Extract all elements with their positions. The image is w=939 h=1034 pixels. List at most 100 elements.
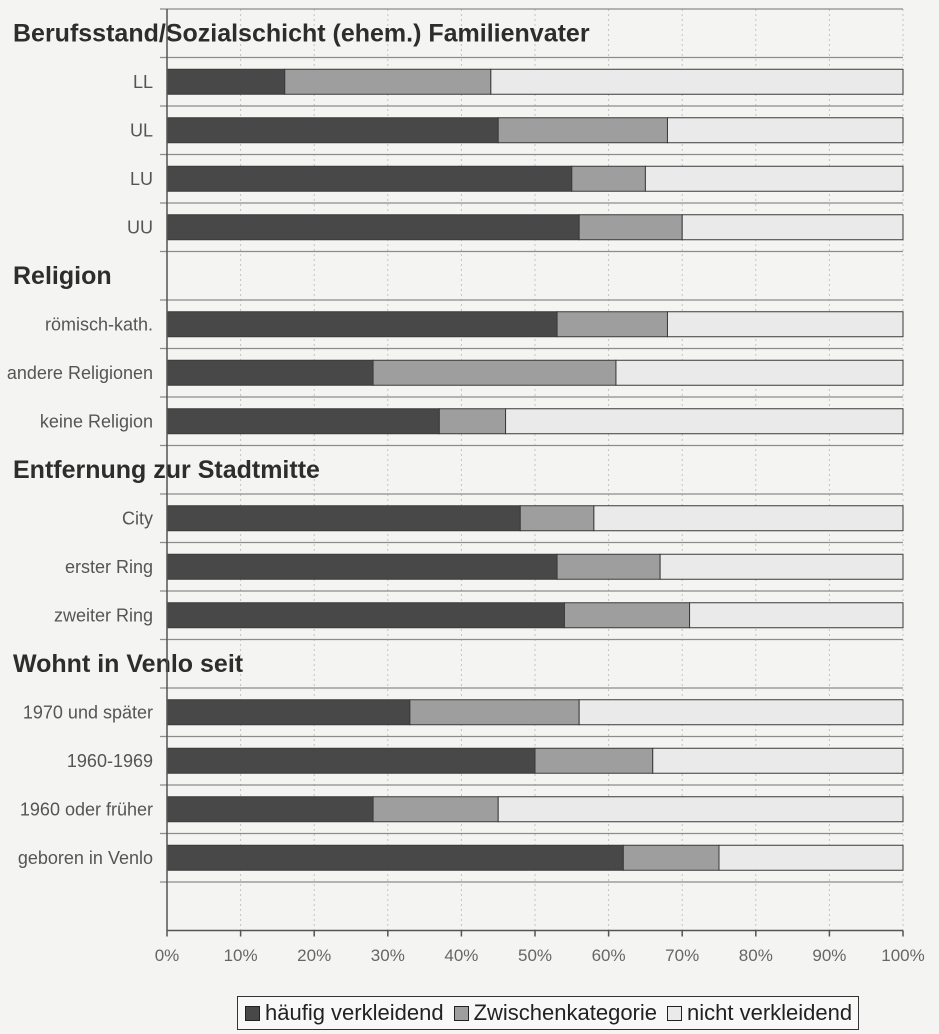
legend-label: nicht verkleidend [687,1000,853,1025]
bar-segment-nicht-verkleidend [666,117,904,144]
bar-stack [166,214,904,241]
bar-segment-haufig-verkleidend [166,117,499,144]
bar-segment-nicht-verkleidend [666,311,904,338]
bar-stack [166,359,904,386]
legend: häufig verkleidend Zwischenkategorie nic… [237,996,859,1030]
x-tick-label: 10% [224,946,258,965]
bars [166,68,904,871]
bar-stack [166,505,904,532]
legend-label: häufig verkleidend [265,1000,444,1025]
bar-segment-nicht-verkleidend [652,747,904,774]
bar-segment-zwischenkategorie [578,214,683,241]
bar-stack [166,747,904,774]
bar-stack [166,553,904,580]
bar-stack [166,796,904,823]
x-tick-label: 40% [444,946,478,965]
bar-segment-haufig-verkleidend [166,359,374,386]
category-label: LL [133,72,153,92]
bar-segment-nicht-verkleidend [689,602,904,629]
x-tick-label: 50% [518,946,552,965]
bar-segment-nicht-verkleidend [593,505,904,532]
bar-stack [166,311,904,338]
axes: 0% 10% 20% 30% 40% 50% 60% 70% 80% 90% 100% [155,9,925,965]
bar-stack [166,699,904,726]
bar-segment-nicht-verkleidend [659,553,904,580]
bar-segment-zwischenkategorie [284,68,492,95]
bar-segment-nicht-verkleidend [578,699,904,726]
legend-item-nicht-verkleidend: nicht verkleidend [667,1000,852,1026]
category-label: zweiter Ring [54,605,153,625]
bar-segment-zwischenkategorie [438,408,507,435]
bar-segment-haufig-verkleidend [166,505,521,532]
bar-segment-zwischenkategorie [372,359,617,386]
x-tick-label: 100% [881,946,924,965]
chart-plot: Berufsstand/Sozialschicht (ehem.) Famili… [7,8,925,965]
bar-segment-haufig-verkleidend [166,68,286,95]
bar-segment-nicht-verkleidend [490,68,904,95]
bar-stack [166,165,904,192]
category-label: 1970 und später [23,702,153,722]
stacked-bar-chart: Berufsstand/Sozialschicht (ehem.) Famili… [7,8,925,965]
x-tick-label: 30% [371,946,405,965]
legend-item-zwischenkategorie: Zwischenkategorie [453,1000,658,1026]
bar-segment-nicht-verkleidend [497,796,904,823]
legend-swatch [667,1005,683,1021]
category-label: City [122,508,153,528]
x-tick-label: 70% [665,946,699,965]
group-heading: Wohnt in Venlo seit [13,650,244,678]
category-label: 1960 oder früher [20,799,153,819]
legend-item-haufig-verkleidend: häufig verkleidend [245,1000,444,1026]
category-label: erster Ring [65,557,153,577]
x-tick-label: 0% [155,946,180,965]
x-tick-label: 80% [739,946,773,965]
category-label: geboren in Venlo [18,848,153,868]
bar-segment-nicht-verkleidend [505,408,904,435]
bar-segment-nicht-verkleidend [718,844,904,871]
bar-stack [166,117,904,144]
bar-segment-haufig-verkleidend [166,553,558,580]
legend-label: Zwischenkategorie [473,1000,658,1025]
group-heading: Religion [13,262,112,290]
bar-segment-zwischenkategorie [556,311,668,338]
bar-segment-zwischenkategorie [497,117,668,144]
bar-segment-haufig-verkleidend [166,602,565,629]
category-label: UL [130,120,153,140]
gridlines [160,8,904,931]
category-label: keine Religion [40,411,153,431]
bar-segment-haufig-verkleidend [166,747,536,774]
bar-segment-haufig-verkleidend [166,311,558,338]
category-label: andere Religionen [7,363,153,383]
bar-stack [166,408,904,435]
bar-segment-zwischenkategorie [563,602,691,629]
bar-segment-zwischenkategorie [409,699,580,726]
bar-stack [166,844,904,871]
bar-segment-haufig-verkleidend [166,796,374,823]
category-label: LU [130,169,153,189]
bar-segment-nicht-verkleidend [644,165,904,192]
bar-stack [166,68,904,95]
category-label: 1960-1969 [67,751,153,771]
bar-segment-haufig-verkleidend [166,165,573,192]
bar-segment-zwischenkategorie [534,747,654,774]
category-label: UU [127,217,153,237]
legend-swatch [245,1005,260,1021]
bar-segment-haufig-verkleidend [166,844,624,871]
labels: Berufsstand/Sozialschicht (ehem.) Famili… [7,19,590,868]
category-label: römisch-kath. [45,314,153,334]
bar-segment-zwischenkategorie [519,505,595,532]
bar-stack [166,602,904,629]
bar-segment-haufig-verkleidend [166,408,440,435]
group-heading: Berufsstand/Sozialschicht (ehem.) Famili… [13,19,590,47]
bar-segment-nicht-verkleidend [615,359,904,386]
bar-segment-haufig-verkleidend [166,214,580,241]
x-tick-label: 90% [812,946,846,965]
legend-swatch [453,1005,469,1021]
bar-segment-zwischenkategorie [622,844,720,871]
x-tick-label: 20% [297,946,331,965]
bar-segment-nicht-verkleidend [681,214,904,241]
bar-segment-zwischenkategorie [556,553,661,580]
x-tick-label: 60% [592,946,626,965]
bar-segment-zwischenkategorie [372,796,499,823]
bar-segment-zwischenkategorie [571,165,646,192]
bar-segment-haufig-verkleidend [166,699,411,726]
